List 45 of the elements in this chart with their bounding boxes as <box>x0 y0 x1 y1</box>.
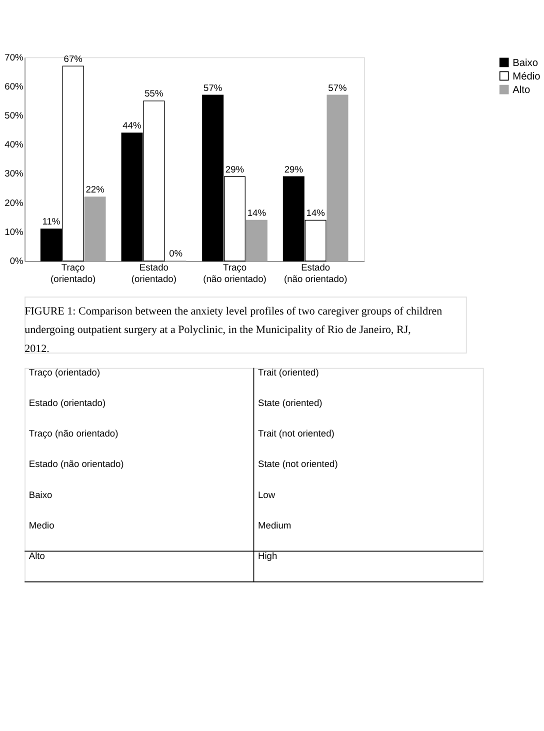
text: Medio <box>28 520 54 530</box>
text: Estado (orientado) <box>28 398 106 408</box>
y-tick-label: 60% <box>4 81 24 92</box>
y-tick-label: 50% <box>4 110 24 120</box>
data-label: 57% <box>328 82 347 93</box>
legend-label: Baixo <box>512 58 538 69</box>
data-label: 29% <box>284 164 303 174</box>
bar <box>246 220 268 262</box>
data-label: 0% <box>169 248 183 259</box>
text: Medium <box>258 520 292 530</box>
data-label: 11% <box>42 216 60 227</box>
text: State (not oriented) <box>258 459 338 470</box>
text: Trait (not oriented) <box>258 428 334 439</box>
bar <box>326 94 348 262</box>
data-label: 67% <box>64 54 82 64</box>
text: Alto <box>28 550 45 561</box>
x-tick-label: Estado (orientado) <box>131 262 176 284</box>
data-label: 55% <box>144 88 164 99</box>
caption: FIGURE 1: Comparison between the anxiety level profiles of two caregiver groups of children undergoing outpatient surgery at a Polyclinic, in the Municipality of Rio de Janeiro, RJ, 2012. <box>24 305 443 355</box>
text: Traço (orientado) <box>28 368 100 378</box>
y-tick-label: 40% <box>4 140 24 150</box>
data-label: 29% <box>225 164 244 174</box>
x-tick-label: Estado (não orientado) <box>284 262 348 284</box>
bar <box>84 196 106 262</box>
legend-label: Alto <box>512 84 530 96</box>
legend-label: Médio <box>512 71 541 82</box>
x-tick-label: Traço (não orientado) <box>203 262 266 284</box>
y-tick-label: 10% <box>4 226 24 237</box>
data-label: 57% <box>204 82 222 93</box>
data-label: 14% <box>247 208 266 218</box>
text: Baixo <box>28 490 52 500</box>
y-tick-label: 30% <box>4 168 24 179</box>
text: Low <box>258 490 276 500</box>
text: State (oriented) <box>258 398 322 408</box>
y-tick-label: 70% <box>4 52 24 62</box>
data-label: 22% <box>86 184 104 195</box>
y-tick-label: 0% <box>10 256 24 266</box>
text: High <box>258 550 278 561</box>
text: Trait (oriented) <box>258 368 319 378</box>
y-tick-label: 20% <box>4 198 24 208</box>
text: Traço (não orientado) <box>28 428 118 439</box>
text: Estado (não orientado) <box>28 459 124 470</box>
data-label: 14% <box>306 208 325 218</box>
data-label: 44% <box>122 120 142 131</box>
x-tick-label: Traço (orientado) <box>50 262 96 284</box>
